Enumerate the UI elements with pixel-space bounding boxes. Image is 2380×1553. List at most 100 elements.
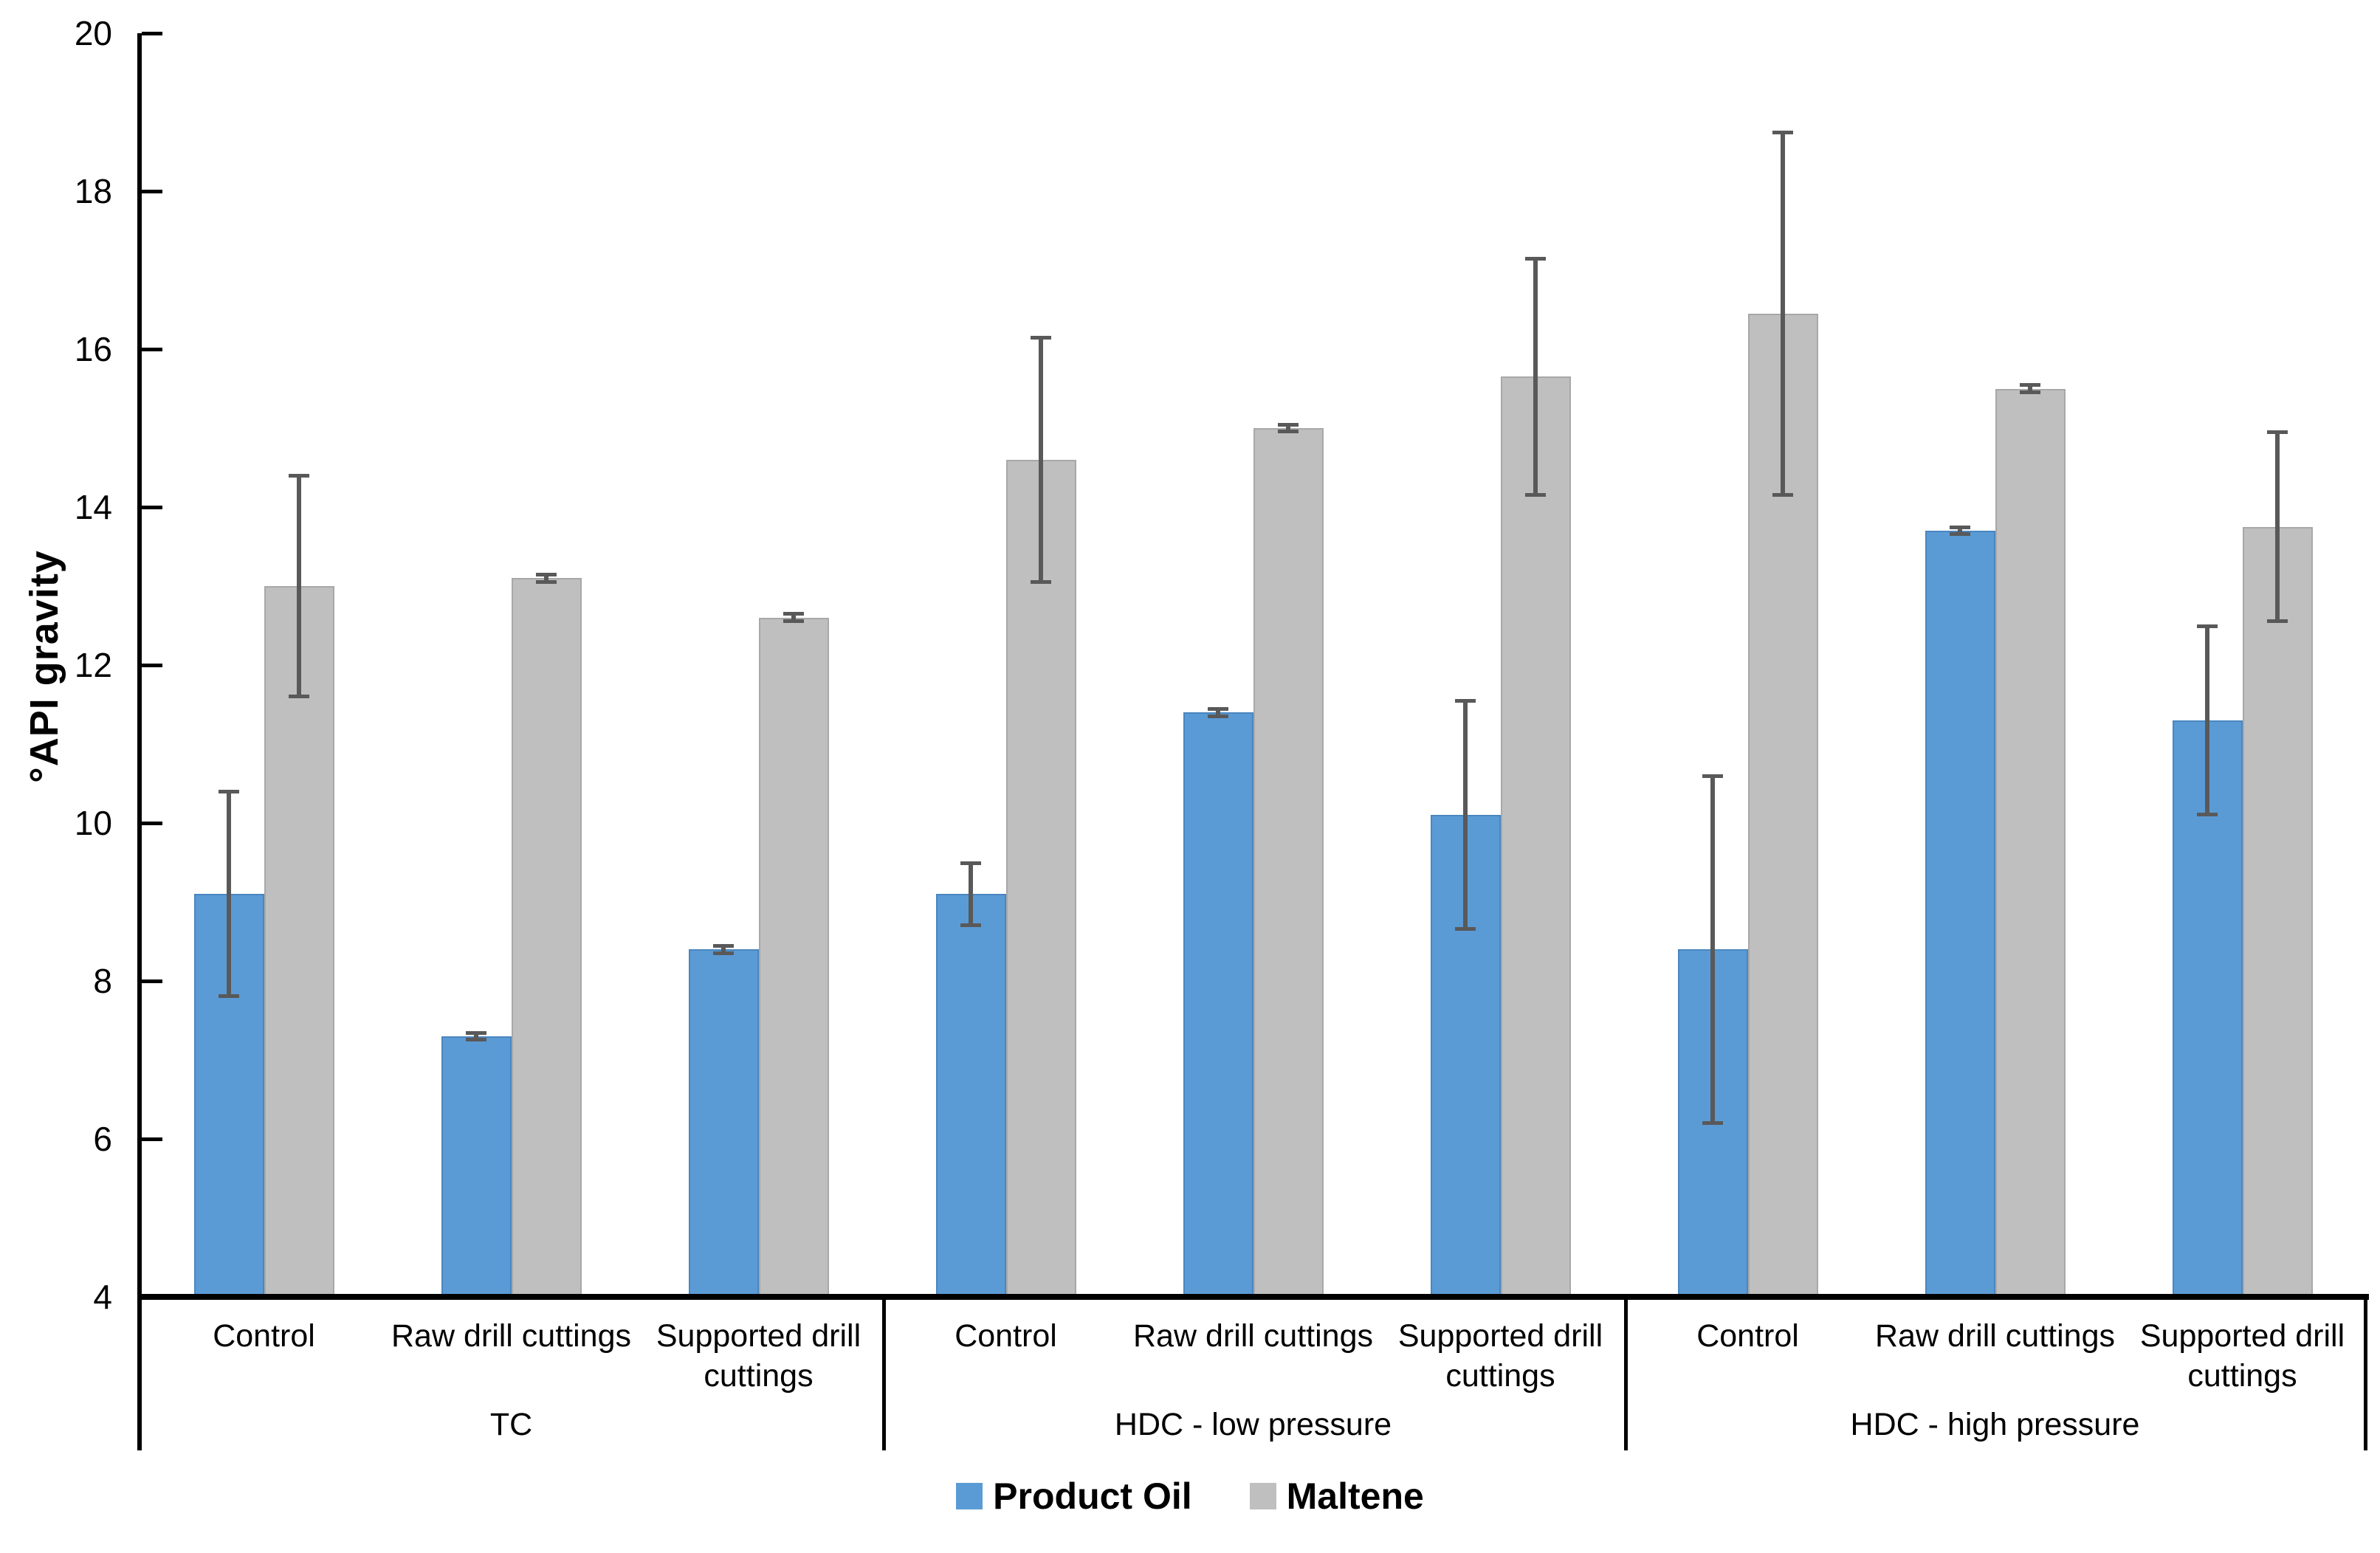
- group-label: TC: [489, 1407, 533, 1442]
- bar-product-oil: [935, 894, 1006, 1300]
- legend-swatch-maltene: [1249, 1483, 1276, 1509]
- legend-item-maltene: Maltene: [1249, 1475, 1424, 1518]
- error-bar: [969, 862, 973, 926]
- bar-product-oil: [1183, 712, 1253, 1300]
- error-bar: [1463, 700, 1468, 930]
- error-bar: [1958, 526, 1962, 535]
- error-bar-cap-bottom: [1950, 532, 1970, 537]
- category-label: Raw drill cuttings: [1133, 1318, 1373, 1354]
- category-label: Supported drill cuttings: [1397, 1318, 1603, 1394]
- error-bar-cap-top: [2267, 430, 2288, 435]
- error-bar-cap-bottom: [1208, 714, 1228, 718]
- error-bar-cap-top: [1525, 256, 1546, 261]
- error-bar-cap-bottom: [783, 619, 804, 624]
- error-bar-cap-top: [1772, 130, 1793, 134]
- group-label: HDC - high pressure: [1850, 1407, 2140, 1442]
- error-bar-cap-bottom: [1525, 492, 1546, 497]
- y-tick-label: 14: [74, 488, 112, 526]
- error-bar-cap-top: [1702, 774, 1723, 778]
- bar-maltene: [758, 617, 829, 1300]
- y-tick-mark: [142, 348, 162, 351]
- error-bar-cap-bottom: [536, 579, 557, 584]
- y-tick-label: 18: [74, 172, 112, 210]
- error-bar-cap-top: [2197, 624, 2218, 628]
- y-tick-mark: [142, 979, 162, 983]
- error-bar: [544, 574, 548, 582]
- y-tick-label: 20: [74, 14, 112, 52]
- y-tick-mark: [142, 822, 162, 825]
- error-bar: [297, 475, 301, 697]
- error-bar: [227, 791, 231, 997]
- bar-maltene: [2242, 526, 2313, 1300]
- error-bar-cap-top: [219, 790, 239, 794]
- group-divider: [882, 1298, 886, 1450]
- error-bar: [474, 1032, 478, 1041]
- error-bar-cap-top: [713, 943, 734, 948]
- y-tick-mark: [142, 1137, 162, 1141]
- error-bar-cap-top: [289, 474, 309, 478]
- error-bar-cap-top: [1455, 699, 1476, 703]
- bar-product-oil: [688, 949, 759, 1300]
- error-bar-cap-top: [783, 612, 804, 616]
- category-label: Raw drill cuttings: [1875, 1318, 2115, 1354]
- group-divider: [1624, 1298, 1628, 1450]
- bar-maltene: [1005, 459, 1076, 1300]
- y-tick-mark: [142, 32, 162, 35]
- error-bar-cap-bottom: [1455, 927, 1476, 932]
- error-bar: [721, 945, 726, 954]
- error-bar: [2028, 385, 2032, 393]
- error-bar-cap-bottom: [2267, 619, 2288, 624]
- error-bar-cap-bottom: [1772, 492, 1793, 497]
- legend: Product Oil Maltene: [0, 1475, 2380, 1518]
- error-bar-cap-top: [2020, 383, 2040, 388]
- error-bar: [791, 613, 796, 622]
- bar-maltene: [1500, 376, 1571, 1300]
- y-tick-label: 10: [74, 804, 112, 842]
- error-bar-cap-bottom: [466, 1038, 486, 1042]
- y-tick-label: 6: [93, 1120, 112, 1158]
- error-bar: [2205, 625, 2209, 816]
- error-bar: [1216, 708, 1220, 717]
- bar-product-oil: [2172, 720, 2243, 1300]
- error-bar-cap-bottom: [2020, 390, 2040, 394]
- error-bar-cap-top: [1950, 525, 1970, 529]
- error-bar-cap-bottom: [289, 694, 309, 698]
- bar-maltene: [511, 578, 582, 1300]
- y-tick-label: 16: [74, 330, 112, 368]
- error-bar-cap-top: [1208, 706, 1228, 711]
- legend-item-product-oil: Product Oil: [956, 1475, 1192, 1518]
- error-bar-cap-top: [960, 861, 981, 865]
- error-bar-cap-bottom: [960, 923, 981, 928]
- y-tick-label: 8: [93, 962, 112, 1000]
- y-tick-label: 4: [93, 1278, 112, 1316]
- error-bar: [1710, 775, 1715, 1123]
- y-tick-mark: [142, 190, 162, 193]
- error-bar: [1039, 337, 1043, 582]
- error-bar-cap-bottom: [1278, 430, 1299, 434]
- error-bar: [2275, 432, 2280, 622]
- bar-product-oil: [1925, 531, 1995, 1300]
- error-bar-cap-top: [536, 572, 557, 576]
- group-label: HDC - low pressure: [1114, 1407, 1392, 1442]
- group-divider: [2364, 1298, 2367, 1450]
- y-tick-label: 12: [74, 646, 112, 684]
- category-label: Supported drill cuttings: [656, 1318, 861, 1394]
- error-bar-cap-top: [466, 1030, 486, 1035]
- error-bar-cap-bottom: [1031, 579, 1051, 584]
- legend-label-product-oil: Product Oil: [993, 1475, 1192, 1517]
- bar-maltene: [264, 586, 334, 1300]
- category-label: Control: [955, 1318, 1057, 1354]
- error-bar: [1286, 424, 1290, 433]
- error-bar-cap-top: [1278, 422, 1299, 427]
- y-tick-mark: [142, 664, 162, 667]
- error-bar-cap-bottom: [2197, 813, 2218, 817]
- category-label: Control: [1696, 1318, 1799, 1354]
- legend-label-maltene: Maltene: [1286, 1475, 1424, 1517]
- error-bar: [1781, 131, 1785, 495]
- y-axis-line: [137, 33, 142, 1450]
- bar-product-oil: [441, 1036, 512, 1300]
- legend-swatch-product-oil: [956, 1483, 983, 1509]
- error-bar-cap-top: [1031, 335, 1051, 340]
